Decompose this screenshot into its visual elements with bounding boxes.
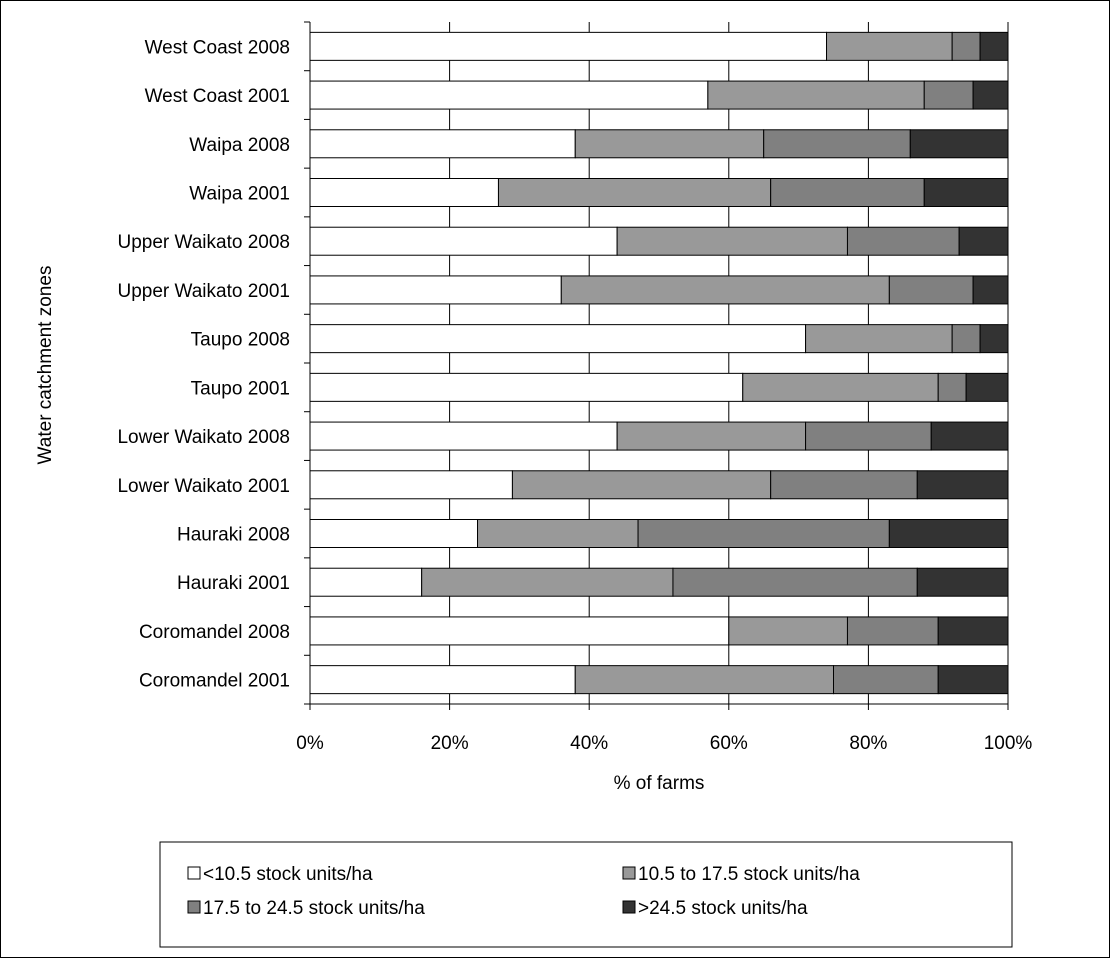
bar-segment <box>742 372 939 402</box>
category-label: Lower Waikato 2001 <box>117 476 290 497</box>
bar-segment <box>972 275 1009 305</box>
x-tick-label: 60% <box>710 733 748 754</box>
bar-segment <box>309 567 423 597</box>
bar-segment <box>560 275 890 305</box>
legend-label: <10.5 stock units/ha <box>203 864 373 885</box>
bar-segment <box>846 616 939 646</box>
x-tick-label: 0% <box>296 733 324 754</box>
bar-segment <box>309 470 513 500</box>
category-label: Upper Waikato 2001 <box>117 281 290 302</box>
bar-segment <box>888 275 974 305</box>
bar-segment <box>309 31 828 61</box>
y-axis-title: Water catchment zones <box>35 266 56 465</box>
category-label: Lower Waikato 2008 <box>117 427 290 448</box>
bar-segment <box>958 226 1009 256</box>
category-label: Coromandel 2008 <box>139 622 290 643</box>
bar-segment <box>972 80 1009 110</box>
legend-box <box>159 841 1013 948</box>
x-tick-label: 80% <box>849 733 887 754</box>
legend: <10.5 stock units/ha 10.5 to 17.5 stock u… <box>159 841 1013 948</box>
bar-segment <box>770 178 925 207</box>
bar-segment <box>309 275 562 305</box>
category-label: Waipa 2008 <box>189 135 290 156</box>
bar-segment <box>805 421 932 451</box>
bar-segment <box>909 129 1009 159</box>
bar-segment <box>707 80 925 110</box>
bar-segment <box>763 129 911 159</box>
bar-segment <box>309 616 730 646</box>
category-label: West Coast 2001 <box>145 86 290 107</box>
grid-lines <box>449 22 1009 704</box>
bar-segment <box>637 519 890 548</box>
legend-label: 10.5 to 17.5 stock units/ha <box>638 864 860 885</box>
bar-segment <box>937 616 1009 646</box>
bar-segment <box>937 372 967 402</box>
category-labels: West Coast 2008 West Coast 2001 Waipa 2008… <box>117 37 290 691</box>
category-label: Taupo 2001 <box>191 378 290 399</box>
bar-segment <box>916 470 1009 500</box>
legend-swatch <box>187 900 201 914</box>
bar-segment <box>923 80 974 110</box>
legend-swatch <box>622 900 636 914</box>
bar-segment <box>951 324 981 354</box>
bar-segment <box>616 421 807 451</box>
bar-segment <box>309 178 499 207</box>
bar-segment <box>770 470 918 500</box>
bar-segment <box>309 324 807 354</box>
bar-segment <box>805 324 953 354</box>
bar-segment <box>477 519 639 548</box>
legend-swatch <box>622 866 636 880</box>
bar-segment <box>616 226 848 256</box>
bar-segment <box>672 567 918 597</box>
legend-label: >24.5 stock units/ha <box>638 898 808 919</box>
x-tick-label: 40% <box>570 733 608 754</box>
bar-segment <box>309 421 618 451</box>
bar-segment <box>309 665 576 695</box>
bar-segment <box>511 470 772 500</box>
bar-segment <box>923 178 1009 207</box>
category-label: Coromandel 2001 <box>139 671 290 692</box>
legend-swatch <box>187 866 201 880</box>
bar-segment <box>309 519 479 548</box>
axes <box>304 21 1009 710</box>
x-axis-title: % of farms <box>614 773 705 794</box>
bar-segment <box>930 421 1009 451</box>
bar-segment <box>951 31 981 61</box>
bar-segment <box>846 226 960 256</box>
bar-segment <box>826 31 953 61</box>
bar-segment <box>309 372 744 402</box>
x-tick-labels: 0% 20% 40% 60% 80% 100% <box>296 733 1032 754</box>
bar-segment <box>979 31 1009 61</box>
bar-segment <box>574 129 765 159</box>
category-label: Hauraki 2008 <box>177 525 290 546</box>
bar-segment <box>937 665 1009 695</box>
bar-segment <box>309 226 618 256</box>
bar-segment <box>833 665 939 695</box>
bars <box>309 31 1009 695</box>
category-label: Waipa 2001 <box>189 184 290 205</box>
bar-segment <box>309 129 576 159</box>
bar-segment <box>309 80 709 110</box>
bar-segment <box>421 567 674 597</box>
bar-segment <box>916 567 1009 597</box>
bar-segment <box>888 519 1009 548</box>
bar-segment <box>574 665 834 695</box>
x-tick-label: 100% <box>984 733 1033 754</box>
category-label: Taupo 2008 <box>191 330 290 351</box>
legend-label: 17.5 to 24.5 stock units/ha <box>203 898 425 919</box>
category-label: West Coast 2008 <box>145 37 290 58</box>
category-label: Upper Waikato 2008 <box>117 232 290 253</box>
bar-segment <box>979 324 1009 354</box>
bar-segment <box>965 372 1009 402</box>
bar-segment <box>728 616 848 646</box>
bar-segment <box>497 178 772 207</box>
category-label: Hauraki 2001 <box>177 573 290 594</box>
x-tick-label: 20% <box>431 733 469 754</box>
